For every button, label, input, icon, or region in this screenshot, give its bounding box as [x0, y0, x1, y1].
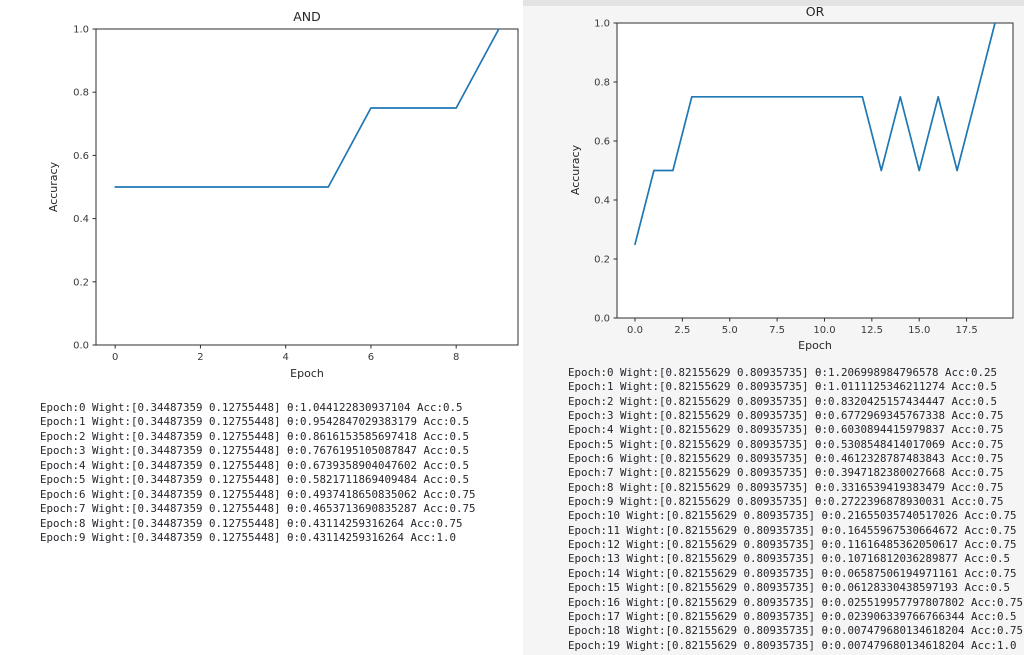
y-tick-label: 0.0: [73, 341, 89, 352]
chart-title: AND: [293, 9, 321, 24]
console-line: Epoch:7 Wight:[0.34487359 0.12755448] θ:…: [40, 502, 476, 516]
console-line: Epoch:16 Wight:[0.82155629 0.80935735] θ…: [568, 595, 1024, 609]
y-axis-label: Accuracy: [47, 161, 60, 212]
or-console-output: Epoch:0 Wight:[0.82155629 0.80935735] θ:…: [568, 366, 1023, 653]
console-line: Epoch:5 Wight:[0.34487359 0.12755448] θ:…: [40, 473, 470, 487]
y-tick-label: 0.8: [594, 78, 610, 89]
console-line: Epoch:6 Wight:[0.82155629 0.80935735] θ:…: [568, 452, 1004, 466]
x-tick-label: 10.0: [813, 325, 835, 336]
console-line: Epoch:9 Wight:[0.34487359 0.12755448] θ:…: [40, 531, 457, 545]
x-tick-label: 7.5: [769, 325, 785, 336]
console-line: Epoch:9 Wight:[0.82155629 0.80935735] θ:…: [568, 495, 1004, 509]
console-line: Epoch:6 Wight:[0.34487359 0.12755448] θ:…: [40, 487, 476, 501]
plot-area: [617, 23, 1013, 318]
console-line: Epoch:11 Wight:[0.82155629 0.80935735] θ…: [568, 523, 1017, 537]
axes-frame: [95, 28, 519, 346]
x-tick-label: 5.0: [722, 325, 738, 336]
x-tick-label: 15.0: [908, 325, 930, 336]
y-tick-label: 1.0: [73, 25, 89, 36]
console-line: Epoch:7 Wight:[0.82155629 0.80935735] θ:…: [568, 466, 1004, 480]
and-accuracy-chart: 0 2 4 6 8 0.0 0.2 0.4 0.6 0.8 1.0 AND Epoch Accuracy: [47, 9, 519, 380]
y-tick-label: 0.4: [594, 196, 610, 207]
console-line: Epoch:4 Wight:[0.34487359 0.12755448] θ:…: [40, 458, 470, 472]
chart-title: OR: [806, 4, 825, 19]
console-line: Epoch:17 Wight:[0.82155629 0.80935735] θ…: [568, 609, 1017, 623]
y-tick-label: 0.8: [73, 88, 89, 99]
x-axis-label: Epoch: [290, 367, 324, 380]
console-line: Epoch:15 Wight:[0.82155629 0.80935735] θ…: [568, 581, 1011, 595]
console-line: Epoch:10 Wight:[0.82155629 0.80935735] θ…: [568, 509, 1017, 523]
console-line: Epoch:19 Wight:[0.82155629 0.80935735] θ…: [568, 638, 1017, 652]
x-tick-label: 17.5: [955, 325, 977, 336]
console-line: Epoch:0 Wight:[0.34487359 0.12755448] θ:…: [40, 401, 463, 414]
x-tick-label: 8: [453, 352, 459, 363]
console-line: Epoch:4 Wight:[0.82155629 0.80935735] θ:…: [568, 423, 1004, 437]
y-tick-label: 0.4: [73, 214, 89, 225]
y-tick-label: 1.0: [594, 19, 610, 30]
y-tick-label: 0.6: [73, 151, 89, 162]
y-tick-label: 0.6: [594, 137, 610, 148]
x-tick-label: 0.0: [627, 325, 643, 336]
or-panel: 0.0 2.5 5.0 7.5 10.0 12.5 15.0 17.5 0.0 0.2 0.4 0.6…: [523, 0, 1024, 655]
console-line: Epoch:0 Wight:[0.82155629 0.80935735] θ:…: [568, 366, 998, 379]
y-tick-label: 0.2: [594, 255, 610, 266]
console-line: Epoch:8 Wight:[0.34487359 0.12755448] θ:…: [40, 516, 463, 530]
console-line: Epoch:2 Wight:[0.34487359 0.12755448] θ:…: [40, 429, 470, 443]
accuracy-line-series: [114, 28, 500, 188]
console-line: Epoch:14 Wight:[0.82155629 0.80935735] θ…: [568, 566, 1017, 580]
console-line: Epoch:5 Wight:[0.82155629 0.80935735] θ:…: [568, 437, 1004, 451]
console-line: Epoch:18 Wight:[0.82155629 0.80935735] θ…: [568, 624, 1024, 638]
or-accuracy-chart: 0.0 2.5 5.0 7.5 10.0 12.5 15.0 17.5 0.0 0.2 0.4 0.6…: [569, 4, 1014, 352]
axes-frame: [616, 22, 1014, 319]
x-tick-label: 4: [282, 352, 288, 363]
x-tick-label: 2: [197, 352, 203, 363]
console-line: Epoch:3 Wight:[0.34487359 0.12755448] θ:…: [40, 444, 470, 458]
and-console-output: Epoch:0 Wight:[0.34487359 0.12755448] θ:…: [40, 401, 476, 546]
y-axis-label: Accuracy: [569, 144, 582, 195]
window-top-strip: [523, 0, 1024, 6]
console-line: Epoch:12 Wight:[0.82155629 0.80935735] θ…: [568, 538, 1017, 552]
and-panel: 0 2 4 6 8 0.0 0.2 0.4 0.6 0.8 1.0 AND Epoch Accuracy …: [40, 9, 519, 546]
x-tick-label: 6: [368, 352, 374, 363]
x-tick-label: 2.5: [674, 325, 690, 336]
console-line: Epoch:13 Wight:[0.82155629 0.80935735] θ…: [568, 552, 1011, 566]
x-axis-label: Epoch: [798, 339, 832, 352]
x-tick-label: 12.5: [861, 325, 883, 336]
console-line: Epoch:2 Wight:[0.82155629 0.80935735] θ:…: [568, 394, 998, 408]
accuracy-line-series: [634, 22, 996, 246]
console-line: Epoch:1 Wight:[0.82155629 0.80935735] θ:…: [568, 380, 998, 394]
y-tick-label: 0.0: [594, 314, 610, 325]
console-line: Epoch:8 Wight:[0.82155629 0.80935735] θ:…: [568, 480, 1004, 494]
y-tick-label: 0.2: [73, 277, 89, 288]
console-line: Epoch:3 Wight:[0.82155629 0.80935735] θ:…: [568, 409, 1004, 423]
x-tick-label: 0: [112, 352, 118, 363]
console-line: Epoch:1 Wight:[0.34487359 0.12755448] θ:…: [40, 415, 470, 429]
